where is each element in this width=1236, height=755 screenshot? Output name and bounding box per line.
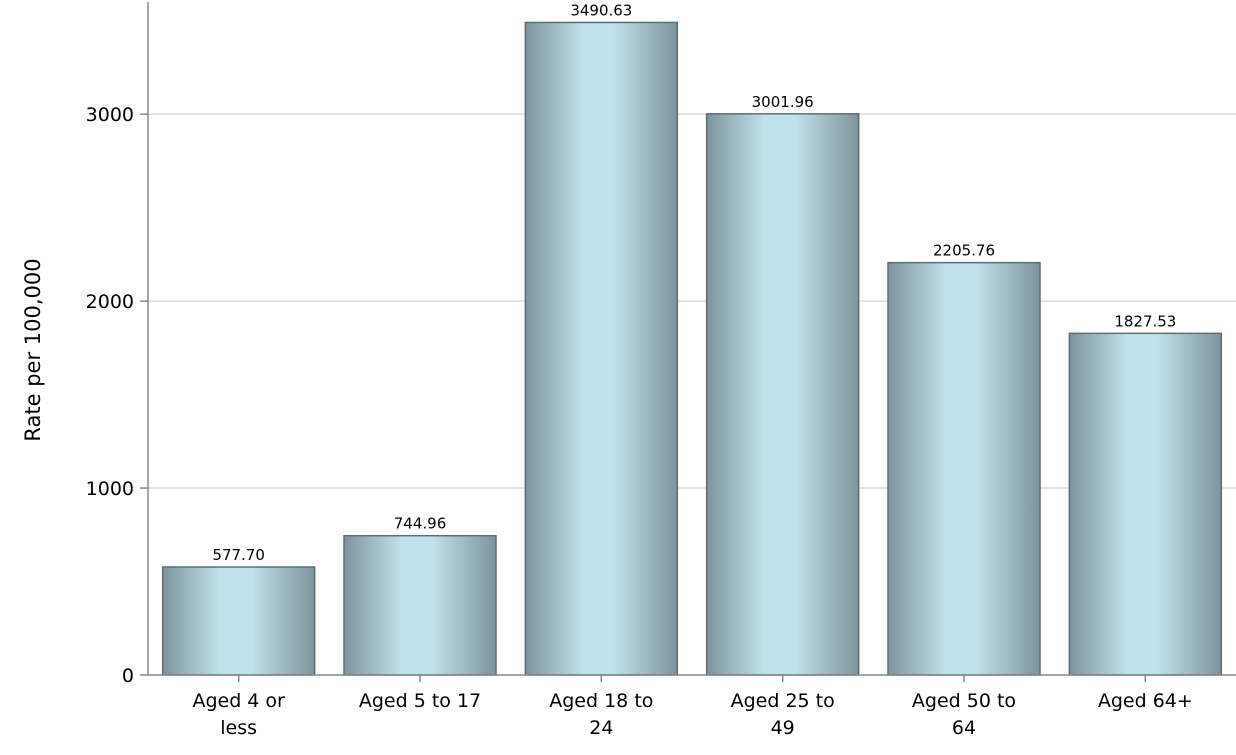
data-label: 3490.63	[570, 1, 632, 19]
x-tick-label: Aged 64+	[1098, 690, 1193, 712]
bar	[524, 21, 679, 676]
gridlines	[148, 113, 1236, 489]
data-label: 2205.76	[933, 242, 995, 260]
x-tick-label-line: Aged 4 or	[192, 690, 285, 712]
data-label: 1827.53	[1114, 312, 1176, 330]
x-tick-label-line: 49	[771, 717, 795, 739]
x-tick-label: Aged 18 to 24	[549, 690, 653, 739]
x-tick-label: Aged 25 to 49	[731, 690, 835, 739]
bars	[161, 21, 1223, 676]
x-tick-label: Aged 5 to 17	[359, 690, 481, 712]
y-axis-title: Rate per 100,000	[21, 258, 45, 441]
bar	[887, 261, 1041, 676]
data-label: 744.96	[394, 515, 447, 533]
x-tick-label-line: Aged 25 to	[731, 690, 835, 712]
x-tick-label: Aged 50 to 64	[912, 690, 1016, 739]
x-tick-label-line: Aged 5 to 17	[359, 690, 481, 712]
x-tick-label: Aged 4 or less	[192, 690, 285, 739]
bar	[161, 566, 316, 676]
bar	[1068, 332, 1223, 676]
x-tick-label-line: Aged 64+	[1098, 690, 1193, 712]
data-label: 577.70	[212, 546, 265, 564]
x-tick-label-line: less	[220, 717, 257, 739]
x-tick-label-line: 64	[952, 717, 976, 739]
labels: 0 1000 2000 3000 577.70 Aged 4 or less 744.96 Ag…	[86, 1, 1193, 739]
x-tick-label-line: Aged 50 to	[912, 690, 1016, 712]
y-tick-label: 3000	[86, 104, 134, 126]
bar	[705, 113, 860, 676]
x-tick-label-line: Aged 18 to	[549, 690, 653, 712]
axes	[140, 2, 1236, 682]
y-tick-label: 1000	[86, 478, 134, 500]
bar	[343, 534, 497, 676]
y-tick-label: 0	[122, 665, 134, 687]
x-tick-label-line: 24	[589, 717, 613, 739]
y-tick-label: 2000	[86, 291, 134, 313]
data-label: 3001.96	[752, 93, 814, 111]
